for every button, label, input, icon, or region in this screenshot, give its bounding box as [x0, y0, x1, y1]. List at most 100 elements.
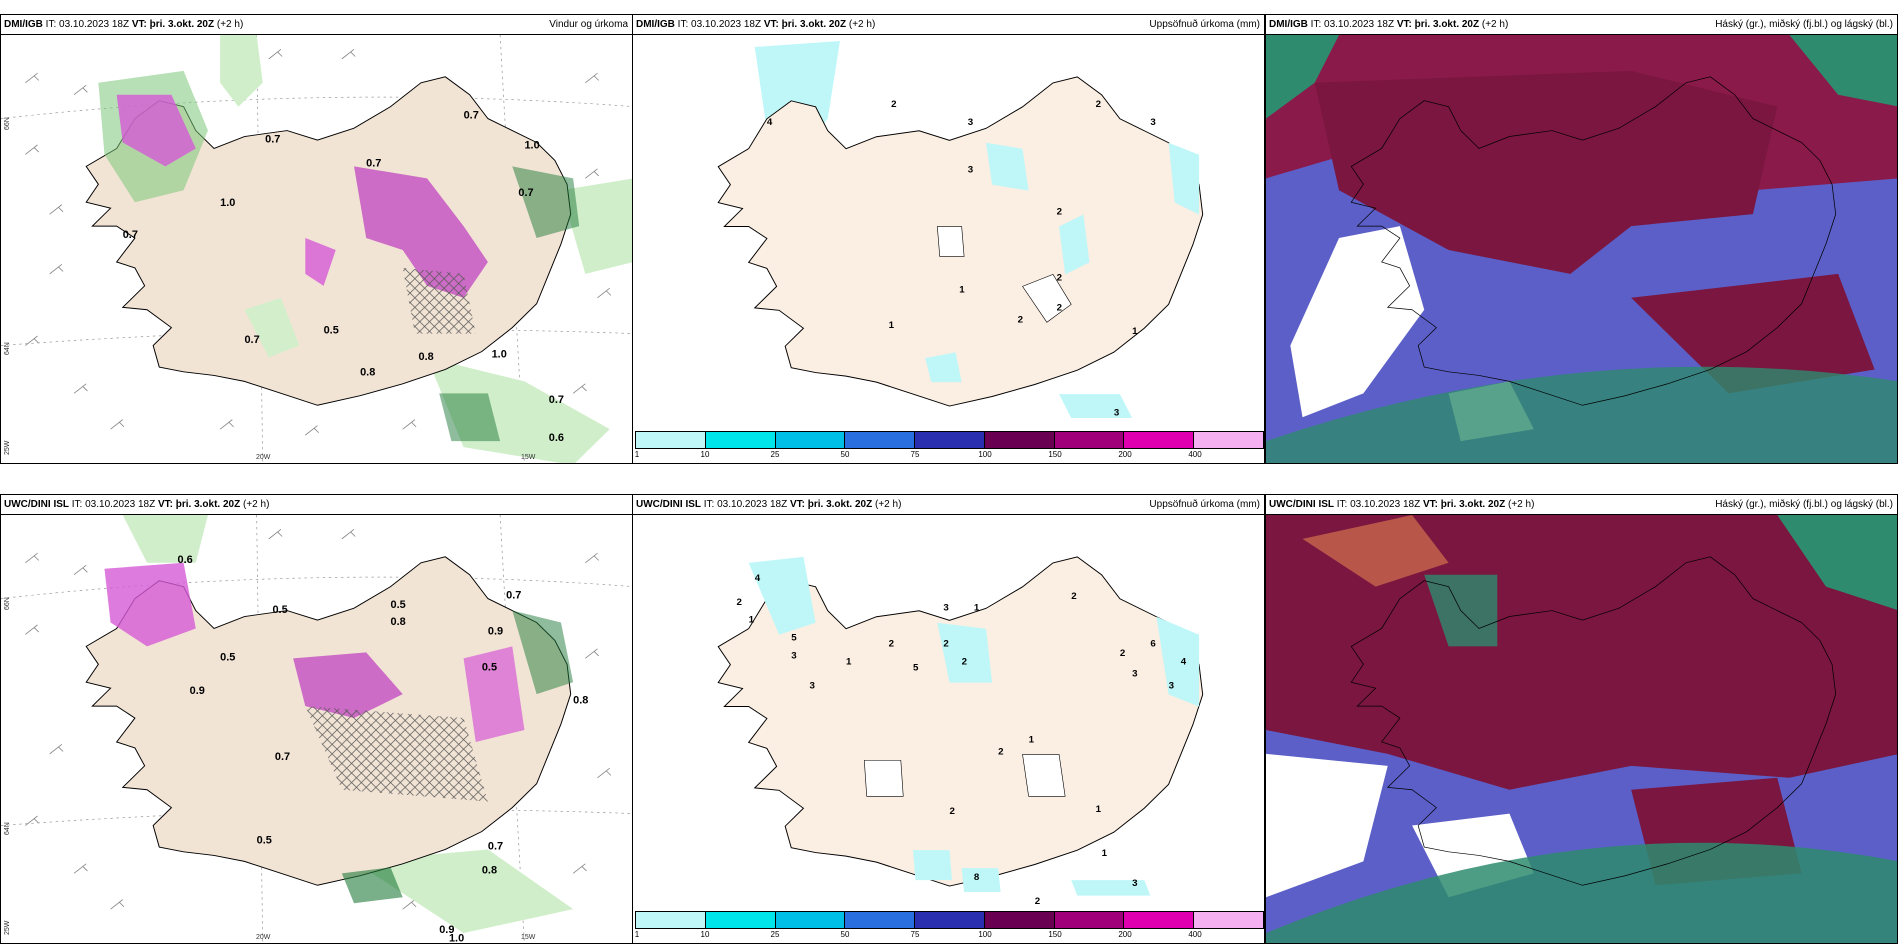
- panel-title: Uppsöfnuð úrkoma (mm): [1149, 499, 1260, 510]
- precip-label: 2: [1057, 207, 1062, 218]
- wind-label: 0.5: [257, 835, 272, 847]
- model-name: UWC/DINI ISL: [636, 499, 701, 510]
- model-name: DMI/IGB: [4, 19, 43, 30]
- precip-label: 2: [1120, 648, 1125, 659]
- colorbar-cell: [775, 912, 846, 928]
- colorbar-cell: [636, 432, 706, 448]
- panel-wind-precip-uwc: UWC/DINI ISL IT: 03.10.2023 18Z VT: þri.…: [0, 494, 633, 944]
- model-name: UWC/DINI ISL: [4, 499, 69, 510]
- vt-label: VT:: [157, 499, 173, 510]
- precip-label: 2: [1071, 591, 1076, 602]
- colorbar-tick: 50: [840, 930, 850, 939]
- precip-label: 1: [1096, 804, 1102, 815]
- colorbar-cell: [915, 432, 985, 448]
- map-area: 4 2 3 2 3 3 2 2 2 1 1 2 1 3: [633, 35, 1264, 430]
- wind-label: 1.0: [524, 140, 539, 152]
- map-area: [1266, 35, 1897, 463]
- init-time: 03.10.2023 18Z: [59, 19, 130, 30]
- panel-accum-precip-dmi: DMI/IGB IT: 03.10.2023 18Z VT: þri. 3.ok…: [632, 14, 1265, 464]
- wind-label: 0.7: [464, 110, 479, 122]
- colorbar-cell: [1054, 912, 1125, 928]
- colorbar-cell: [915, 912, 985, 928]
- precip-label: 8: [974, 872, 980, 883]
- valid-time: þri. 3.okt. 20Z: [1414, 19, 1480, 30]
- lon-label: 25W: [4, 440, 11, 455]
- colorbar-cell: [636, 912, 706, 928]
- colorbar-ticks: 1 10 25 50 75 100 150 200 400: [633, 929, 1264, 941]
- precip-label: 4: [755, 573, 761, 584]
- lead-time: (+2 h): [875, 499, 902, 510]
- colorbar-cell: [1124, 432, 1195, 448]
- it-label: IT:: [45, 19, 57, 30]
- wind-label: 1.0: [492, 349, 507, 361]
- valid-time: þri. 3.okt. 20Z: [175, 499, 241, 510]
- panel-title: Háský (gr.), miðský (fj.bl.) og lágský (…: [1715, 19, 1893, 30]
- precip-label: 3: [968, 165, 974, 176]
- colorbar-tick: 1: [634, 450, 640, 459]
- init-time: 03.10.2023 18Z: [691, 19, 762, 30]
- precip-label: 1: [889, 320, 895, 331]
- wind-label: 0.5: [324, 325, 339, 337]
- it-label: IT:: [1336, 499, 1348, 510]
- colorbar-tick: 400: [1188, 930, 1202, 939]
- vt-label: VT:: [1396, 19, 1412, 30]
- colorbar-tick: 10: [700, 450, 710, 459]
- precip-label: 2: [943, 639, 948, 650]
- precip-label: 2: [1018, 314, 1023, 325]
- colorbar-cell: [845, 432, 916, 448]
- colorbar-tick: 150: [1048, 930, 1062, 939]
- init-time: 03.10.2023 18Z: [85, 499, 156, 510]
- panel-wind-precip-dmi: DMI/IGB IT: 03.10.2023 18Z VT: þri. 3.ok…: [0, 14, 633, 464]
- precip-label: 1: [1102, 848, 1108, 859]
- wind-label: 0.8: [360, 367, 375, 379]
- colorbar-tick: 75: [910, 930, 920, 939]
- colorbar: 1 10 25 50 75 100 150 200 400: [633, 431, 1264, 463]
- precip-label: 1: [846, 657, 852, 668]
- panel-header: DMI/IGB IT: 03.10.2023 18Z VT: þri. 3.ok…: [1266, 15, 1897, 35]
- wind-label: 0.6: [178, 554, 193, 566]
- init-time: 03.10.2023 18Z: [717, 499, 788, 510]
- wind-label: 0.7: [518, 187, 533, 199]
- colorbar-ticks: 1 10 25 50 75 100 150 200 400: [633, 449, 1264, 461]
- colorbar-cell: [845, 912, 916, 928]
- vt-label: VT:: [789, 499, 805, 510]
- precip-label: 2: [1096, 99, 1101, 110]
- panel-clouds-uwc: UWC/DINI ISL IT: 03.10.2023 18Z VT: þri.…: [1265, 494, 1898, 944]
- precip-label: 5: [913, 663, 919, 674]
- lon-label: 20W: [256, 454, 271, 461]
- lat-label: 64N: [4, 342, 11, 355]
- lead-time: (+2 h): [1508, 499, 1535, 510]
- precip-label: 1: [974, 603, 980, 614]
- panel-clouds-dmi: DMI/IGB IT: 03.10.2023 18Z VT: þri. 3.ok…: [1265, 14, 1898, 464]
- model-name: UWC/DINI ISL: [1269, 499, 1334, 510]
- wind-label: 0.9: [439, 924, 454, 936]
- wind-label: 0.8: [482, 864, 497, 876]
- wind-label: 1.0: [220, 197, 235, 209]
- precip-label: 2: [891, 99, 896, 110]
- wind-label: 0.7: [265, 134, 280, 146]
- precip-label: 2: [1057, 272, 1062, 283]
- colorbar-cell: [1054, 432, 1125, 448]
- colorbar-cell: [1194, 432, 1264, 448]
- map-area: 0.7 0.7 1.0 0.7 0.7 0.7 0.8 1.0 0.7 0.6 …: [1, 35, 632, 463]
- wind-label: 0.7: [366, 157, 381, 169]
- precip-label: 3: [1169, 681, 1175, 692]
- panel-header: DMI/IGB IT: 03.10.2023 18Z VT: þri. 3.ok…: [633, 15, 1264, 35]
- model-name: DMI/IGB: [636, 19, 675, 30]
- colorbar-cell: [984, 432, 1055, 448]
- wind-label: 0.5: [391, 599, 406, 611]
- valid-time: þri. 3.okt. 20Z: [149, 19, 215, 30]
- precip-label: 3: [1132, 878, 1138, 889]
- colorbar-tick: 25: [770, 930, 780, 939]
- wind-label: 0.5: [220, 652, 235, 664]
- wind-label: 1.0: [449, 933, 464, 944]
- wind-label: 0.8: [419, 351, 434, 363]
- wind-label: 0.7: [275, 751, 290, 763]
- precip-label: 6: [1150, 639, 1156, 650]
- wind-label: 0.9: [190, 685, 205, 697]
- colorbar-tick: 10: [700, 930, 710, 939]
- lat-label: 66N: [4, 117, 11, 130]
- precip-label: 3: [943, 603, 949, 614]
- colorbar-cell: [1194, 912, 1264, 928]
- precip-label: 2: [962, 657, 967, 668]
